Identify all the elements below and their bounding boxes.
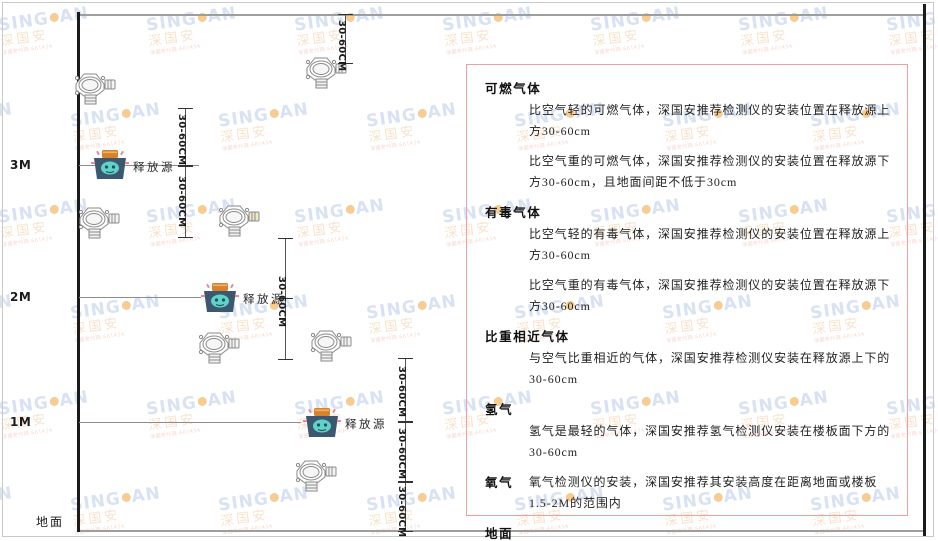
level-label-3m: 3M	[10, 158, 32, 172]
info-panel: 可燃气体比空气轻的可燃气体，深国安推荐检测仪的安装位置在释放源上方30-60cm…	[466, 64, 908, 541]
gas-detector-icon	[208, 200, 264, 238]
release-source-label: 释放源	[243, 294, 285, 306]
ceiling-line	[79, 14, 925, 16]
right-edge-line	[923, 4, 926, 536]
dimension-label: 30-60CM	[396, 428, 407, 480]
panel-section-text: 氢气是最轻的气体，深国安推荐氢气检测仪安装在楼板面下方的30-60cm	[529, 424, 891, 459]
level-line-3m	[79, 165, 199, 166]
panel-section: 氧气 氧气检测仪的安装，深国安推荐其安装高度在距离地面或楼板1.5-2M的范围内	[485, 472, 891, 514]
release-source-label: 释放源	[345, 419, 387, 431]
level-label-1m: 1M	[10, 415, 32, 429]
panel-section-text: 比空气重的可燃气体，深国安推荐检测仪的安装位置在释放源下方30-60cm，且地面…	[529, 154, 891, 189]
release-source-icon	[90, 148, 130, 182]
dimension-label: 30-60CM	[176, 176, 187, 228]
panel-section-title: 氢气	[485, 403, 514, 417]
release-source-icon	[200, 281, 240, 315]
ground-label: 地面	[36, 515, 65, 529]
dimension-label: 30-60CM	[396, 366, 407, 418]
release-source-icon	[302, 406, 342, 440]
panel-section-title: 比重相近气体	[485, 330, 570, 344]
floor-line	[79, 530, 925, 532]
panel-section-title: 可燃气体	[485, 82, 542, 96]
panel-section-text: 比空气轻的可燃气体，深国安推荐检测仪的安装位置在释放源上方30-60cm	[529, 103, 891, 138]
panel-section-text: 比空气轻的有毒气体，深国安推荐检测仪的安装位置在释放源上方30-60cm	[529, 227, 891, 262]
panel-section-title: 地面	[485, 527, 514, 541]
gas-detector-icon	[68, 202, 124, 240]
panel-section-title: 氧气	[485, 476, 514, 490]
dimension-label: 30-60CM	[176, 114, 187, 166]
gas-detector-icon	[64, 68, 120, 106]
gas-detector-icon	[300, 325, 356, 363]
level-label-2m: 2M	[10, 290, 32, 304]
gas-detector-icon	[188, 327, 244, 365]
panel-section-text: 与空气比重相近的气体，深国安推荐检测仪安装在释放源上下的30-60cm	[529, 351, 891, 386]
panel-section-text: 比空气重的有毒气体，深国安推荐检测仪的安装位置在释放源下方30-60cm	[529, 278, 891, 313]
dimension-label: 30-60CM	[336, 20, 347, 72]
level-line-1m	[79, 422, 301, 423]
dimension-label: 30-60CM	[396, 486, 407, 538]
release-source-label: 释放源	[133, 162, 175, 174]
gas-detector-icon	[285, 455, 341, 493]
panel-section-title: 有毒气体	[485, 206, 542, 220]
info-panel-content: 可燃气体比空气轻的可燃气体，深国安推荐检测仪的安装位置在释放源上方30-60cm…	[467, 65, 907, 541]
gas-detector-icon	[295, 52, 351, 90]
level-line-2m	[79, 297, 201, 298]
panel-section-text: 氧气检测仪的安装，深国安推荐其安装高度在距离地面或楼板1.5-2M的范围内	[529, 475, 878, 510]
vertical-axis	[77, 12, 80, 532]
